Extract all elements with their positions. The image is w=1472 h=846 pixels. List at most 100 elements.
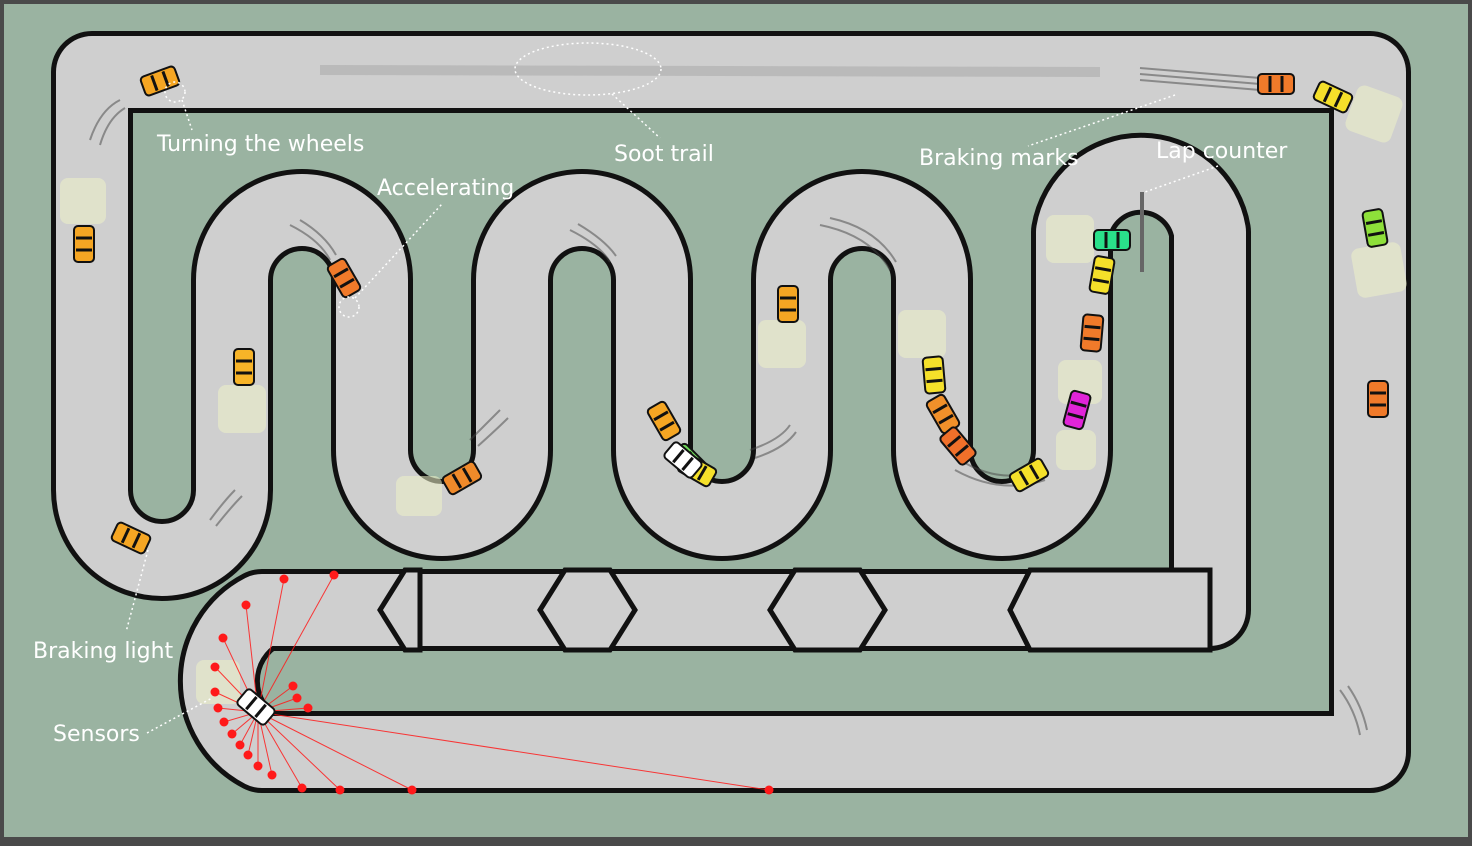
sensor-point — [243, 750, 253, 760]
soot-trail-marker — [514, 42, 662, 96]
chicanes — [377, 567, 1213, 653]
smoke-puff — [758, 320, 806, 368]
track-surface — [56, 36, 1406, 788]
car-window — [1280, 76, 1284, 92]
sensor-ray — [257, 711, 413, 791]
turning-wheels-label: Turning the wheels — [156, 132, 364, 157]
car-window — [339, 277, 355, 289]
sensor-point — [241, 600, 251, 610]
car-window — [681, 456, 694, 471]
car-body — [139, 65, 181, 97]
smoke-puff — [1058, 360, 1102, 404]
car-window — [236, 359, 252, 363]
smoke-puff — [60, 178, 106, 224]
car-white-1 — [236, 688, 276, 726]
car-window — [1084, 324, 1101, 330]
skid-mark — [749, 424, 797, 459]
skid-mark — [209, 489, 243, 527]
car-body — [233, 348, 255, 386]
sensor-point — [407, 785, 417, 795]
lap-counter-label: Lap counter — [1156, 139, 1288, 164]
car-window — [120, 527, 131, 544]
car-body — [1062, 389, 1092, 431]
car-window — [1092, 278, 1110, 284]
car-magenta-1 — [1062, 389, 1092, 431]
chicane-1 — [537, 567, 638, 653]
car-body — [1079, 313, 1105, 353]
chicane-3 — [1007, 567, 1213, 653]
sensor-point — [227, 729, 237, 739]
car-window — [925, 366, 942, 372]
car-body — [1361, 208, 1389, 248]
sensors-label: Sensors — [53, 722, 140, 747]
accelerating-marker — [338, 296, 360, 318]
car-body — [236, 688, 276, 726]
car-body — [326, 257, 362, 299]
car-yellow-5 — [1088, 255, 1116, 295]
braking-marks-label: Braking marks — [919, 146, 1079, 171]
sensor-point — [253, 761, 263, 771]
car-window — [1018, 470, 1030, 486]
car-orange-11 — [939, 426, 977, 466]
car-window — [780, 296, 796, 300]
car-body — [1257, 73, 1295, 95]
sensor-point — [303, 703, 313, 713]
car-window — [1104, 232, 1108, 248]
car-window — [131, 532, 142, 549]
car-body — [1088, 255, 1116, 295]
car-body — [921, 355, 947, 395]
smoke-puff — [1345, 85, 1403, 143]
car-window — [1370, 403, 1386, 407]
sensor-point — [764, 785, 774, 795]
car-window — [150, 75, 159, 92]
car-window — [1028, 464, 1040, 480]
sensors-leader — [146, 697, 213, 734]
accelerating-leader — [354, 203, 443, 299]
sensor-ray — [257, 711, 341, 791]
car-orange-5 — [326, 257, 362, 299]
car-orange-4 — [233, 348, 255, 386]
car-body — [1008, 457, 1050, 493]
car-window — [938, 413, 954, 425]
car-window — [236, 371, 252, 375]
sensor-ray — [257, 574, 335, 713]
soot-trail-leader — [611, 93, 661, 139]
sensor-point — [292, 693, 302, 703]
car-window — [926, 378, 943, 384]
skid-mark — [1339, 685, 1368, 736]
smoke-puff — [396, 476, 442, 516]
track-marks — [89, 65, 1368, 736]
car-body — [939, 426, 977, 466]
car-body — [663, 441, 703, 479]
sensor-point — [288, 681, 298, 691]
sensor-ray — [257, 578, 285, 713]
car-window — [1116, 232, 1120, 248]
car-body — [441, 460, 483, 496]
chicane-2 — [767, 567, 888, 653]
skid-mark — [469, 409, 509, 447]
car-window — [333, 267, 349, 279]
braking-marks-leader — [1027, 94, 1176, 147]
car-window — [1365, 219, 1383, 225]
car-body — [1093, 229, 1131, 251]
skid-mark — [819, 217, 897, 271]
soot-trail — [319, 65, 1101, 77]
turning-wheels-marker — [164, 81, 186, 103]
cars — [73, 65, 1389, 726]
car-window — [245, 696, 258, 711]
car-orange-7 — [777, 285, 799, 323]
car-window — [696, 465, 708, 481]
sensor-point — [210, 662, 220, 672]
car-window — [1370, 391, 1386, 395]
chicane-4 — [377, 567, 423, 653]
turning-wheels-leader — [181, 99, 193, 131]
smoke-puff — [1056, 430, 1096, 470]
car-orange-8 — [646, 400, 682, 442]
car-window — [780, 308, 796, 312]
sensor-point — [335, 785, 345, 795]
car-body — [1312, 80, 1354, 114]
labels: Turning the wheels Soot trail Accelerati… — [33, 132, 1288, 747]
soot-trail-label: Soot trail — [614, 142, 714, 167]
